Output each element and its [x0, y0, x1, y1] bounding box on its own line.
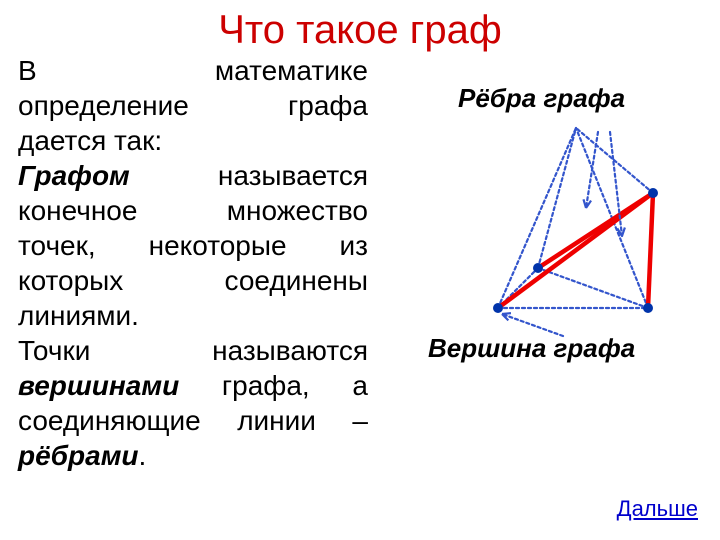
edges-label: Рёбра графа [458, 83, 625, 114]
para-3-end: . [139, 440, 147, 471]
definition-text: В математике определение графа дается та… [18, 53, 368, 473]
term-graph: Графом [18, 160, 130, 191]
para-3: Точки называются вершинами графа, а соед… [18, 333, 368, 473]
graph-diagram [408, 118, 708, 338]
para-3-pre: Точки называются [18, 335, 368, 366]
diagram-area: Рёбра графа Вершина графа [368, 53, 702, 473]
content-area: В математике определение графа дается та… [0, 53, 720, 473]
term-vertices: вершинами [18, 370, 179, 401]
para-2: Графом называется конечное множество точ… [18, 158, 368, 333]
term-edges: рёбрами [18, 440, 139, 471]
vertex-label: Вершина графа [428, 333, 635, 364]
para-1: В математике определение графа дается та… [18, 53, 368, 158]
next-link[interactable]: Дальше [617, 496, 698, 522]
page-title: Что такое граф [0, 0, 720, 53]
